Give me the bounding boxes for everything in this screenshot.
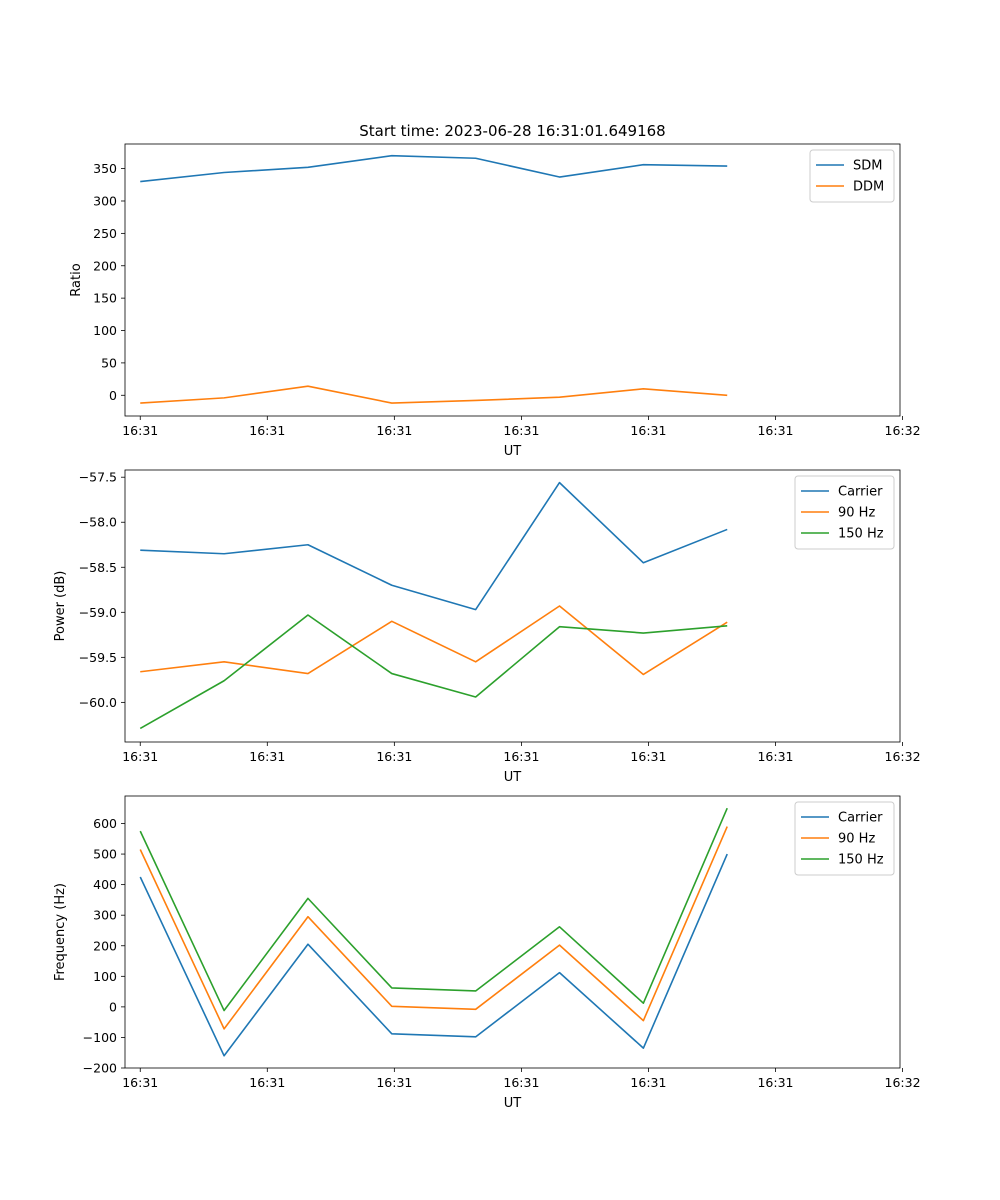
x-tick-label: 16:31 bbox=[376, 1075, 412, 1090]
y-tick-label: −200 bbox=[83, 1061, 117, 1076]
legend-box bbox=[809, 149, 895, 203]
series-line-90-hz bbox=[140, 605, 728, 676]
x-tick-label: 16:31 bbox=[630, 1075, 666, 1090]
y-tick-label: −60.0 bbox=[79, 695, 117, 710]
y-axis-label: Frequency (Hz) bbox=[53, 883, 68, 981]
legend-label: DDM bbox=[853, 180, 884, 195]
y-tick-label: 100 bbox=[93, 323, 117, 338]
y-tick-label: −59.5 bbox=[79, 650, 117, 665]
x-tick-label: 16:31 bbox=[757, 749, 793, 764]
legend-label: Carrier bbox=[838, 811, 883, 826]
legend-label: 90 Hz bbox=[838, 506, 875, 521]
figure-title: Start time: 2023-06-28 16:31:01.649168 bbox=[359, 122, 665, 140]
x-tick-label: 16:31 bbox=[376, 423, 412, 438]
legend-label: 150 Hz bbox=[838, 527, 884, 542]
legend-box bbox=[794, 475, 895, 550]
x-tick-label: 16:32 bbox=[885, 749, 921, 764]
y-tick-label: 200 bbox=[93, 258, 117, 273]
x-tick-label: 16:31 bbox=[630, 749, 666, 764]
y-tick-label: 0 bbox=[109, 999, 117, 1014]
x-tick-label: 16:31 bbox=[122, 749, 158, 764]
x-tick-label: 16:31 bbox=[122, 1075, 158, 1090]
series-line-sdm bbox=[140, 154, 728, 183]
series-line-150-hz bbox=[139, 807, 728, 1012]
y-tick-label: −57.5 bbox=[79, 470, 117, 485]
legend-box bbox=[794, 801, 895, 876]
x-tick-label: 16:31 bbox=[503, 423, 539, 438]
legend: Carrier 90 Hz 150 Hz bbox=[794, 475, 895, 550]
y-tick-label: −58.5 bbox=[79, 560, 117, 575]
y-tick-label: 250 bbox=[93, 226, 117, 241]
x-tick-label: 16:31 bbox=[757, 1075, 793, 1090]
x-tick-label: 16:31 bbox=[249, 423, 285, 438]
x-tick-label: 16:31 bbox=[122, 423, 158, 438]
x-tick-label: 16:31 bbox=[503, 749, 539, 764]
y-tick-label: 500 bbox=[93, 847, 117, 862]
y-tick-label: 50 bbox=[101, 355, 117, 370]
x-tick-label: 16:32 bbox=[885, 1075, 921, 1090]
axes-frame bbox=[124, 795, 901, 1069]
y-tick-label: 0 bbox=[109, 388, 117, 403]
legend: Carrier 90 Hz 150 Hz bbox=[794, 801, 895, 876]
y-axis-label: Ratio bbox=[69, 263, 84, 296]
legend-label: SDM bbox=[853, 159, 882, 174]
series-line-carrier bbox=[139, 853, 728, 1057]
axes-frame bbox=[124, 143, 901, 417]
series-line-carrier bbox=[140, 481, 728, 611]
x-tick-label: 16:31 bbox=[503, 1075, 539, 1090]
series-line-150-hz bbox=[139, 614, 728, 730]
y-tick-label: 300 bbox=[93, 193, 117, 208]
y-tick-label: 600 bbox=[93, 816, 117, 831]
legend-label: Carrier bbox=[838, 485, 883, 500]
y-tick-label: 200 bbox=[93, 938, 117, 953]
x-axis-label: UT bbox=[504, 1096, 522, 1111]
x-tick-label: 16:32 bbox=[885, 423, 921, 438]
y-tick-label: 400 bbox=[93, 877, 117, 892]
x-tick-label: 16:31 bbox=[630, 423, 666, 438]
legend-label: 150 Hz bbox=[838, 853, 884, 868]
axes-frame bbox=[124, 469, 901, 743]
subplot-3: 16:31 16:31 16:31 16:31 16:31 16:31 16:32 −200 −… bbox=[53, 795, 921, 1111]
y-tick-label: 100 bbox=[93, 969, 117, 984]
x-axis-label: UT bbox=[504, 770, 522, 785]
y-tick-label: −58.0 bbox=[79, 515, 117, 530]
x-tick-label: 16:31 bbox=[249, 749, 285, 764]
series-line-90-hz bbox=[139, 826, 728, 1030]
legend: SDM DDM bbox=[809, 149, 895, 203]
subplots: 16:31 16:31 16:31 16:31 16:31 16:31 16:32 0 50 10… bbox=[53, 143, 921, 1111]
x-axis-label: UT bbox=[504, 444, 522, 459]
x-tick-label: 16:31 bbox=[757, 423, 793, 438]
y-tick-label: 300 bbox=[93, 908, 117, 923]
y-tick-label: −100 bbox=[83, 1030, 117, 1045]
series-line-ddm bbox=[140, 385, 728, 404]
y-tick-label: −59.0 bbox=[79, 605, 117, 620]
y-tick-label: 150 bbox=[93, 291, 117, 306]
legend-label: 90 Hz bbox=[838, 832, 875, 847]
x-tick-label: 16:31 bbox=[249, 1075, 285, 1090]
y-axis-label: Power (dB) bbox=[53, 571, 68, 642]
y-tick-label: 350 bbox=[93, 161, 117, 176]
subplot-2: 16:31 16:31 16:31 16:31 16:31 16:31 16:32 −60.0… bbox=[53, 469, 921, 785]
subplot-1: 16:31 16:31 16:31 16:31 16:31 16:31 16:32 0 50 10… bbox=[69, 143, 921, 459]
x-tick-label: 16:31 bbox=[376, 749, 412, 764]
